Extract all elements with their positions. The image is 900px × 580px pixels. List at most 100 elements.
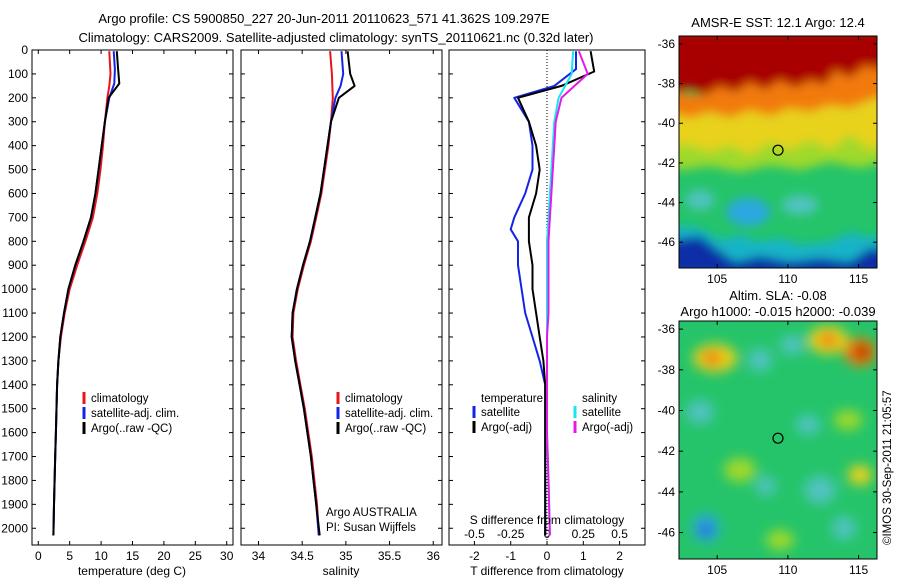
copyright-stamp: ©IMOS 30-Sep-2011 21:05:57 [882,390,894,545]
x-tick-label: 5 [66,549,73,563]
x-tick-label: 35 [339,549,353,563]
y-tick-label: 2000 [1,521,28,535]
y-tick-label: 500 [8,163,28,177]
map-x-tick-label: 115 [849,272,868,286]
sla-map-ticks: 105 110 115 -36 -38 -40 -42 -44 -46 [658,321,877,577]
map-y-tick-label: -36 [658,322,676,336]
y-tick-label: 300 [8,115,28,129]
series-line-argo-raw-qc [290,51,356,536]
y-tick-label: 0 [21,43,28,57]
legend-label-climatology: climatology [91,393,149,405]
y-tick-label: 1200 [1,330,28,344]
series-line-satellite [546,51,575,536]
temperature-series [52,51,121,536]
x2-tick-label: 0.25 [572,527,596,541]
map-y-tick-label: -36 [658,37,676,51]
sla-map-subtitle: Argo h1000: -0.015 h2000: -0.039 [680,304,875,319]
legend-label-temp-argo: Argo(-adj) [481,422,532,434]
float-program-label: Argo AUSTRALIA [326,507,417,519]
series-line-argo-adj [517,51,596,536]
x-tick-label: 15 [126,549,140,563]
sla-heatmap [679,321,877,559]
map-y-tick-label: -40 [658,404,676,418]
figure-title-line1: Argo profile: CS 5900850_227 20-Jun-2011… [98,11,550,26]
difference-legend: temperature satellite Argo(-adj) salinit… [472,393,633,434]
map-y-tick-label: -38 [658,363,676,377]
difference-xlabel: T difference from climatology [470,564,624,578]
series-line-argo-raw-qc [52,51,121,536]
series-line-satellite [509,51,577,536]
map-x-tick-label: 110 [778,272,797,286]
legend-title-temperature: temperature [481,393,543,405]
x2-tick-label: -0.25 [497,527,525,541]
x-tick-label: 1 [580,549,587,563]
map-y-tick-label: -42 [658,444,676,458]
x2-tick-label: 0.5 [611,527,628,541]
y-tick-label: 1300 [1,354,28,368]
y-tick-label: 800 [8,234,28,248]
map-x-tick-label: 110 [778,563,797,577]
legend-label-temp-satellite: satellite [481,407,520,419]
temperature-panel [31,49,234,546]
y-tick-label: 1500 [1,402,28,416]
legend-label-satellite: satellite-adj. clim. [91,408,179,420]
sla-map-title: Altim. SLA: -0.08 [729,288,827,303]
y-tick-label: 200 [8,91,28,105]
y-tick-label: 1900 [1,497,28,511]
y-tick-label: 100 [8,67,28,81]
sst-map-title: AMSR-E SST: 12.1 Argo: 12.4 [691,15,864,30]
y-tick-label: 1400 [1,378,28,392]
x2-tick-label: -0.5 [464,527,485,541]
salinity-series [290,51,356,536]
series-line-climatology [291,51,334,536]
temperature-xlabel: temperature (deg C) [78,564,186,578]
x-tick-label: 35.5 [378,549,402,563]
map-y-tick-label: -38 [658,77,676,91]
difference-series [509,50,596,536]
series-line-argo-adj [546,50,589,536]
y-tick-label: 400 [8,139,28,153]
x-tick-label: 36 [427,549,441,563]
legend-label-sal-satellite: satellite [582,407,621,419]
y-tick-label: 600 [8,186,28,200]
map-y-tick-label: -40 [658,116,676,130]
difference-x2label: S difference from climatology [470,513,625,527]
map-y-tick-label: -44 [658,196,676,210]
sla-map-frame [678,320,878,560]
legend-title-salinity: salinity [582,393,617,405]
sst-heatmap [679,36,877,268]
y-tick-label: 1800 [1,473,28,487]
float-pi-label: PI: Susan Wijffels [326,522,416,534]
x-tick-label: -1 [505,549,516,563]
y-tick-label: 1600 [1,426,28,440]
temperature-legend: climatology satellite-adj. clim. Argo(..… [82,392,179,435]
salinity-ticks: 34 34.5 35 35.5 36 [241,49,442,563]
sst-map-frame [678,35,878,269]
x-tick-label: 34 [252,549,266,563]
x-tick-label: 0 [544,549,551,563]
salinity-legend: climatology satellite-adj. clim. Argo(..… [326,392,433,534]
temperature-ticks: 0100200300400500600700800900100011001200… [1,43,233,563]
map-y-tick-label: -42 [658,156,676,170]
y-tick-label: 1700 [1,450,28,464]
x-tick-label: -2 [469,549,480,563]
x-tick-label: 25 [189,549,203,563]
y-tick-label: 900 [8,258,28,272]
y-tick-label: 700 [8,210,28,224]
map-y-tick-label: -46 [658,235,676,249]
legend-label-climatology: climatology [345,393,403,405]
x-tick-label: 0 [35,549,42,563]
x-tick-label: 30 [220,549,234,563]
salinity-panel [240,49,443,546]
x-tick-label: 2 [616,549,623,563]
sst-map-ticks: 105 110 115 -36 -38 -40 -42 -44 -46 [658,36,877,286]
map-y-tick-label: -46 [658,526,676,540]
y-tick-label: 1100 [2,306,28,320]
legend-label-argo: Argo(..raw -QC) [91,423,172,435]
series-line-satellite-adj-clim [290,51,345,536]
map-y-tick-label: -44 [658,485,676,499]
y-tick-label: 1000 [1,282,28,296]
argo-position-marker-sst [772,144,784,156]
figure-title-line2: Climatology: CARS2009. Satellite-adjuste… [79,30,594,45]
